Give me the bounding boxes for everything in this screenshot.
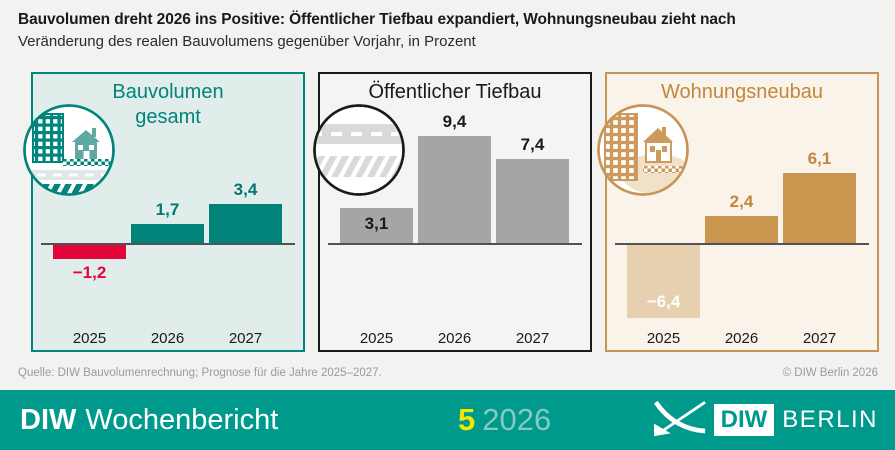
year-label: 2027 (802, 330, 837, 347)
x-axis (615, 243, 869, 245)
panel-title: Bauvolumen gesamt (112, 81, 224, 128)
year-label: 2026 (437, 330, 472, 347)
bar-2026 (131, 224, 204, 243)
publication-wochenbericht: Wochenbericht (85, 403, 279, 436)
year-label: 2025 (359, 330, 394, 347)
road-rail-icon (311, 102, 407, 198)
x-axis (328, 243, 582, 245)
publication-diw: DIW (20, 403, 77, 436)
value-label: 7,4 (520, 135, 545, 154)
year-label: 2027 (228, 330, 263, 347)
issue-label: 5 2026 (458, 390, 551, 450)
bar-2025 (627, 245, 700, 318)
value-label: 3,4 (233, 180, 258, 199)
value-label: 2,4 (729, 192, 754, 211)
bar-plot: 3,1 2025 9,4 2026 7,4 2027 (320, 74, 590, 350)
year-label: 2026 (724, 330, 759, 347)
page-subtitle: Veränderung des realen Bauvolumens gegen… (18, 33, 476, 50)
panel-oeffentlicher-tiefbau: Öffentlicher Tiefbau 3,1 202 (313, 72, 592, 352)
source-note: Quelle: DIW Bauvolumenrechnung; Prognose… (18, 367, 382, 379)
value-label: 3,1 (364, 214, 389, 233)
bar-2027 (496, 159, 569, 243)
panel-wohnungsneubau: Wohnungsneubau (597, 72, 879, 352)
city-house-road-rail-icon (21, 102, 117, 198)
bar-2025 (340, 208, 413, 243)
footer-bar: DIW Wochenbericht 5 2026 DIW BERLIN (0, 390, 895, 450)
logo-berlin-text: BERLIN (782, 406, 878, 433)
publication-name: DIW Wochenbericht (20, 390, 278, 450)
bar-2026 (705, 216, 778, 243)
page-title: Bauvolumen dreht 2026 ins Positive: Öffe… (18, 11, 736, 28)
bar-2027 (783, 173, 856, 243)
value-label: 9,4 (442, 112, 467, 131)
value-label: 1,7 (155, 200, 180, 219)
bar-plot: −1,2 2025 1,7 2026 3,4 2027 (33, 74, 303, 350)
bar-2026 (418, 136, 491, 243)
bar-2027 (209, 204, 282, 243)
bar-plot: −6,4 2025 2,4 2026 6,1 2027 (607, 74, 877, 350)
logo-diw-text: DIW (713, 404, 775, 436)
panel-bauvolumen-gesamt: Bauvolumen gesamt (23, 72, 305, 352)
value-label: −1,2 (72, 263, 107, 282)
panel-title: Öffentlicher Tiefbau (368, 81, 542, 103)
year-label: 2026 (150, 330, 185, 347)
source-line: Quelle: DIW Bauvolumenrechnung; Prognose… (18, 367, 878, 379)
year-label: 2027 (515, 330, 550, 347)
issue-year: 2026 (482, 402, 552, 437)
panel-title: Wohnungsneubau (661, 81, 823, 103)
copyright-note: © DIW Berlin 2026 (782, 367, 878, 379)
diw-berlin-logo: DIW BERLIN (653, 390, 878, 450)
issue-number: 5 (458, 402, 476, 437)
diw-logo-mark-icon (653, 399, 706, 442)
x-axis (41, 243, 295, 245)
bar-2025 (53, 245, 126, 259)
value-label: 6,1 (807, 149, 832, 168)
value-label: −6,4 (646, 292, 681, 311)
buildings-house-icon (595, 102, 691, 198)
year-label: 2025 (646, 330, 681, 347)
year-label: 2025 (72, 330, 107, 347)
